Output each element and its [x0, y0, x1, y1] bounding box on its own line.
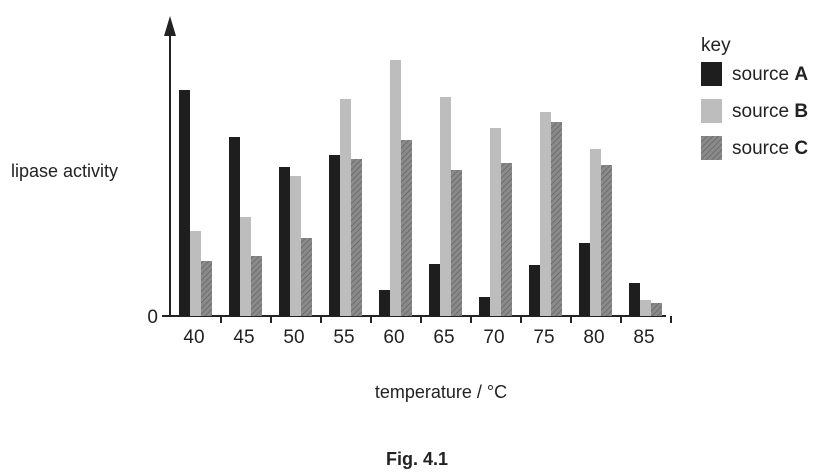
bar-a-60 [379, 290, 390, 316]
y-tick-label-zero: 0 [147, 307, 158, 328]
bar-b-55 [340, 99, 351, 316]
bar-c-50 [301, 238, 312, 316]
bar-b-40 [190, 231, 201, 316]
bar-a-45 [229, 137, 240, 316]
legend-swatch-c [701, 136, 722, 160]
bar-a-85 [629, 283, 640, 316]
legend-label-c: source C [732, 138, 808, 159]
x-ticks: 40 45 50 55 60 65 70 75 80 85 [183, 316, 672, 348]
bars [179, 60, 662, 316]
bar-a-70 [479, 297, 490, 316]
bar-b-85 [640, 300, 651, 316]
bar-a-65 [429, 264, 440, 316]
bar-c-85 [651, 303, 662, 316]
legend-label-b: source B [732, 101, 808, 122]
bar-c-80 [601, 165, 612, 316]
bar-c-55 [351, 159, 362, 316]
x-tick-label: 45 [233, 327, 254, 348]
bar-b-65 [440, 97, 451, 316]
bar-c-45 [251, 256, 262, 316]
x-tick-label: 60 [383, 327, 404, 348]
bar-c-40 [201, 261, 212, 316]
bar-a-50 [279, 167, 290, 316]
x-tick-label: 50 [283, 327, 304, 348]
x-tick-label: 85 [633, 327, 654, 348]
legend-swatch-a [701, 62, 722, 86]
bar-a-40 [179, 90, 190, 316]
bar-b-60 [390, 60, 401, 316]
x-tick-label: 70 [483, 327, 504, 348]
bar-c-75 [551, 122, 562, 316]
bar-a-80 [579, 243, 590, 316]
y-axis-label: lipase activity [11, 161, 118, 181]
x-tick-label: 75 [533, 327, 554, 348]
bar-c-65 [451, 170, 462, 316]
x-axis-label: temperature / °C [375, 382, 507, 402]
legend-label-a: source A [732, 64, 808, 85]
x-tick-label: 65 [433, 327, 454, 348]
bar-b-75 [540, 112, 551, 316]
x-tick-label: 40 [183, 327, 204, 348]
y-axis-arrow [164, 16, 176, 36]
figure-caption: Fig. 4.1 [386, 449, 448, 469]
x-tick-label: 55 [333, 327, 354, 348]
bar-c-70 [501, 163, 512, 316]
legend: key source A source B source C [701, 35, 808, 160]
bar-b-70 [490, 128, 501, 316]
bar-a-55 [329, 155, 340, 316]
x-tick-label: 80 [583, 327, 604, 348]
legend-title: key [701, 35, 731, 56]
bar-b-50 [290, 176, 301, 316]
bar-a-75 [529, 265, 540, 316]
legend-swatch-b [701, 99, 722, 123]
bar-b-80 [590, 149, 601, 316]
bar-b-45 [240, 217, 251, 316]
bar-c-60 [401, 140, 412, 316]
